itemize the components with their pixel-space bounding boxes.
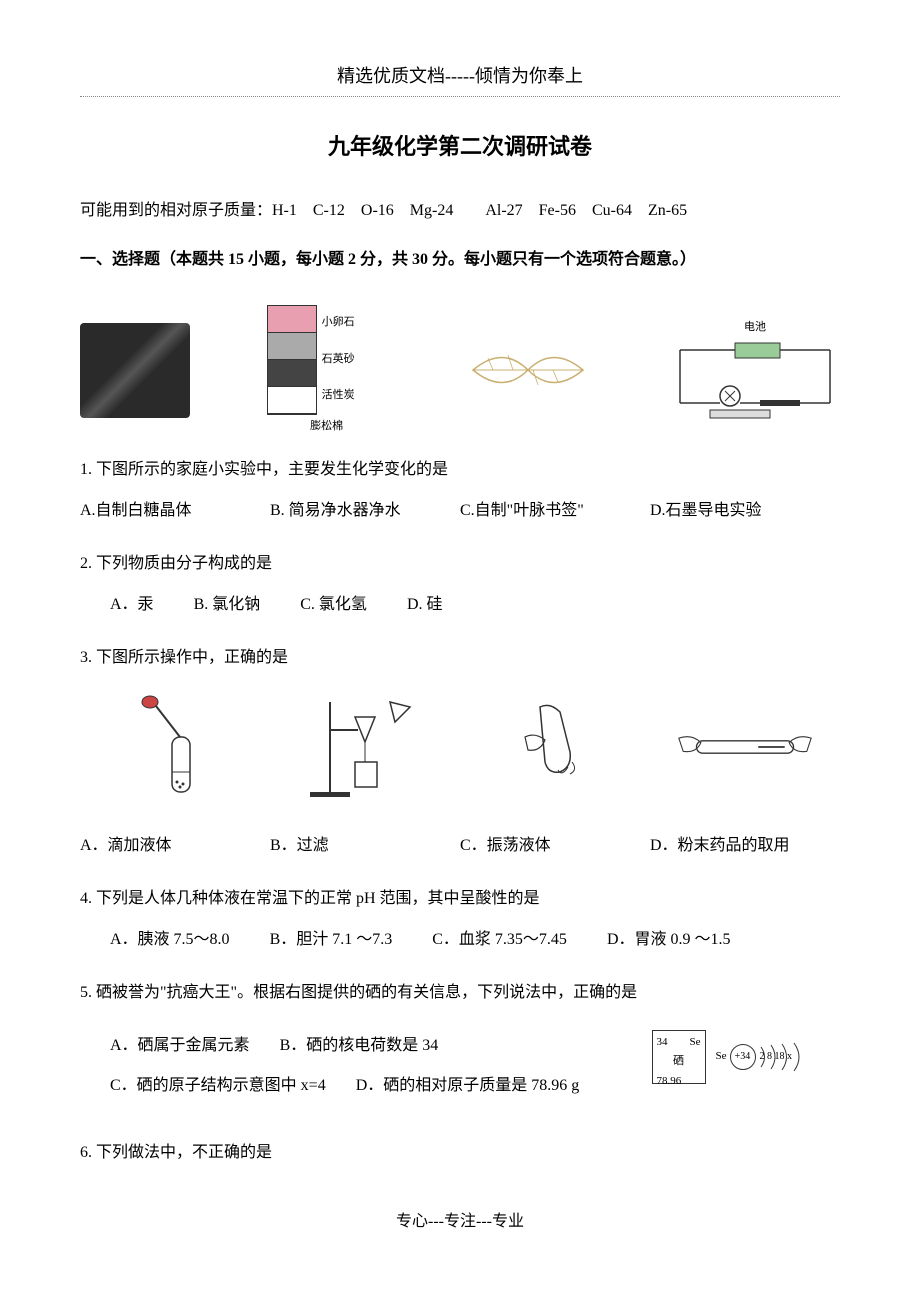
- q1-option-b: B. 简易净水器净水: [270, 497, 460, 526]
- q4-option-c: C．血浆 7.35～7.45: [432, 926, 567, 955]
- leaf-image: [463, 330, 593, 410]
- q1-option-c: C.自制"叶脉书签": [460, 497, 650, 526]
- q4-option-b: B．胆汁 7.1 ～7.3: [270, 926, 393, 955]
- question-5: 5. 硒被誉为"抗癌大王"。根据右图提供的硒的有关信息，下列说法中，正确的是: [80, 979, 840, 1008]
- atom-label: Se: [716, 1047, 727, 1067]
- question-2: 2. 下列物质由分子构成的是: [80, 550, 840, 579]
- element-info-box: 34 Se 硒 78.96: [652, 1030, 706, 1084]
- element-number: 34: [657, 1033, 668, 1053]
- filter-diagram: [290, 692, 440, 802]
- dropper-diagram: [100, 692, 250, 802]
- element-name: 硒: [657, 1052, 701, 1072]
- filter-label-1: 小卵石: [322, 313, 355, 333]
- filter-label-2: 石英砂: [322, 350, 355, 370]
- q4-option-a: A．胰液 7.5～8.0: [110, 926, 230, 955]
- page-footer: 专心---专注---专业: [80, 1208, 840, 1237]
- page-title: 九年级化学第二次调研试卷: [80, 127, 840, 167]
- atom-shells: 2 8 18 x: [760, 1048, 793, 1066]
- q1-option-a: A.自制白糖晶体: [80, 497, 270, 526]
- filter-device-image: 小卵石 石英砂 活性炭 膨松棉: [267, 305, 387, 437]
- q1-images-row: 小卵石 石英砂 活性炭 膨松棉 电池: [80, 305, 840, 437]
- q2-option-d: D. 硅: [407, 591, 443, 620]
- header-note: 精选优质文档-----倾情为你奉上: [80, 60, 840, 92]
- beaker-image: [80, 323, 190, 418]
- circuit-image: 电池: [670, 318, 840, 423]
- q2-options: A．汞 B. 氯化钠 C. 氯化氢 D. 硅: [80, 591, 840, 620]
- q3-option-b: B．过滤: [270, 832, 460, 861]
- powder-tube-diagram: [670, 692, 820, 802]
- atom-nucleus: +34: [730, 1044, 756, 1070]
- q3-option-d: D．粉末药品的取用: [650, 832, 840, 861]
- atomic-mass-info: 可能用到的相对原子质量：H-1 C-12 O-16 Mg-24 Al-27 Fe…: [80, 197, 840, 226]
- question-3: 3. 下图所示操作中，正确的是: [80, 644, 840, 673]
- q5-option-a: A．硒属于金属元素: [110, 1032, 250, 1061]
- q4-options: A．胰液 7.5～8.0 B．胆汁 7.1 ～7.3 C．血浆 7.35～7.4…: [80, 926, 840, 955]
- question-6: 6. 下列做法中，不正确的是: [80, 1139, 840, 1168]
- q2-option-b: B. 氯化钠: [194, 591, 261, 620]
- q2-option-a: A．汞: [110, 591, 154, 620]
- q3-option-c: C．振荡液体: [460, 832, 650, 861]
- selenium-diagram: 34 Se 硒 78.96 Se +34 2 8 18 x: [652, 1030, 841, 1084]
- q3-option-a: A．滴加液体: [80, 832, 270, 861]
- shake-tube-diagram: [480, 692, 630, 802]
- element-mass: 78.96: [657, 1072, 701, 1092]
- q1-option-d: D.石墨导电实验: [650, 497, 840, 526]
- section-1-header: 一、选择题（本题共 15 小题，每小题 2 分，共 30 分。每小题只有一个选项…: [80, 246, 840, 275]
- q5-option-b: B．硒的核电荷数是 34: [280, 1032, 439, 1061]
- circuit-battery-label: 电池: [744, 318, 766, 338]
- q4-option-d: D．胃液 0.9 ～1.5: [607, 926, 731, 955]
- question-4: 4. 下列是人体几种体液在常温下的正常 pH 范围，其中呈酸性的是: [80, 885, 840, 914]
- header-separator: [80, 96, 840, 97]
- q1-options: A.自制白糖晶体 B. 简易净水器净水 C.自制"叶脉书签" D.石墨导电实验: [80, 497, 840, 526]
- q3-diagrams: [80, 692, 840, 802]
- atom-structure: Se +34 2 8 18 x: [716, 1042, 841, 1072]
- element-symbol: Se: [690, 1033, 701, 1053]
- q3-options: A．滴加液体 B．过滤 C．振荡液体 D．粉末药品的取用: [80, 832, 840, 861]
- q5-content: A．硒属于金属元素 B．硒的核电荷数是 34 C．硒的原子结构示意图中 x=4 …: [80, 1020, 840, 1122]
- q5-option-c: C．硒的原子结构示意图中 x=4: [110, 1072, 326, 1101]
- filter-label-bottom: 膨松棉: [310, 417, 343, 437]
- q5-option-d: D．硒的相对原子质量是 78.96 g: [356, 1072, 580, 1101]
- filter-label-3: 活性炭: [322, 386, 355, 406]
- question-1: 1. 下图所示的家庭小实验中，主要发生化学变化的是: [80, 456, 840, 485]
- q2-option-c: C. 氯化氢: [300, 591, 367, 620]
